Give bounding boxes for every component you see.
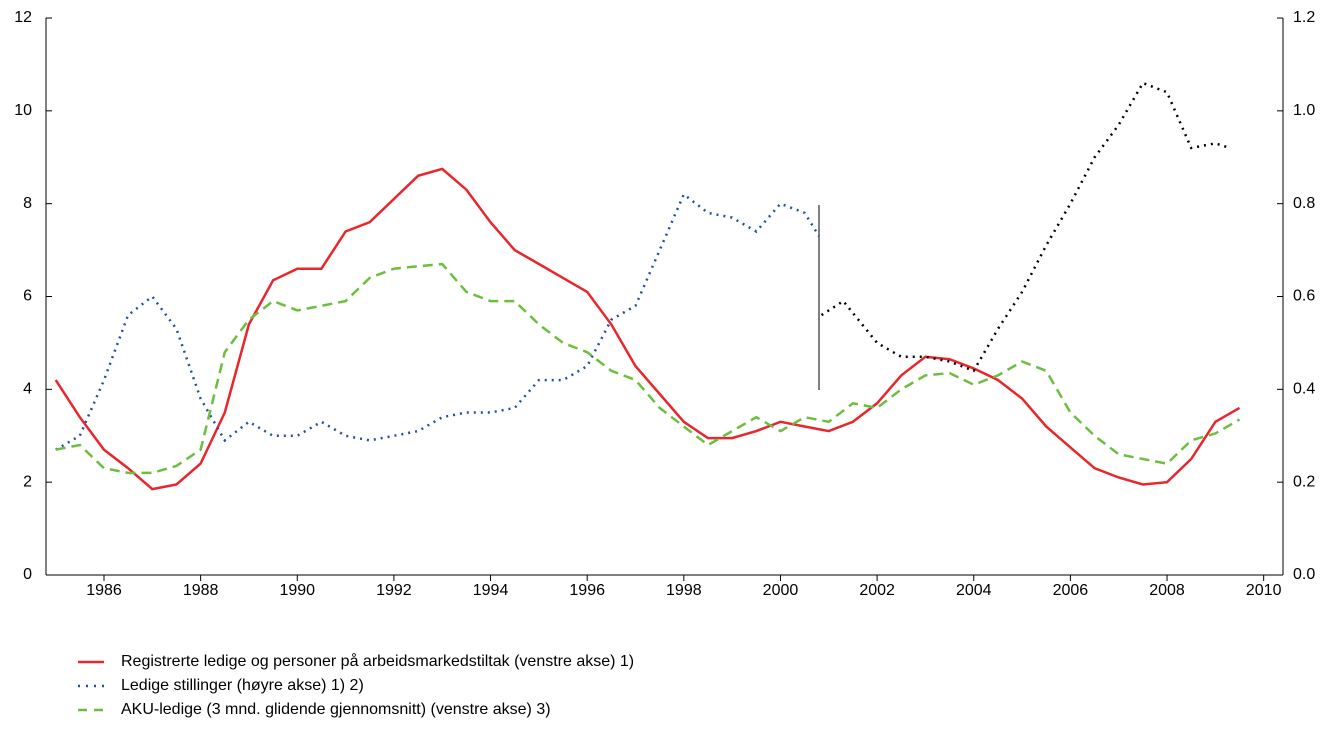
y2-tick-label: 1.0 bbox=[1293, 102, 1315, 119]
y-tick-label: 12 bbox=[14, 9, 32, 26]
y-tick-label: 0 bbox=[23, 566, 32, 583]
y2-tick-label: 0.8 bbox=[1293, 195, 1315, 212]
y2-tick-label: 0.0 bbox=[1293, 566, 1315, 583]
x-tick-label: 1996 bbox=[569, 582, 605, 599]
y-tick-label: 2 bbox=[23, 473, 32, 490]
legend-label: AKU-ledige (3 mnd. glidende gjennomsnitt… bbox=[121, 701, 551, 718]
x-tick-label: 2004 bbox=[956, 582, 992, 599]
y2-tick-label: 0.2 bbox=[1293, 473, 1315, 490]
x-tick-label: 1988 bbox=[183, 582, 219, 599]
x-tick-label: 2000 bbox=[763, 582, 799, 599]
y2-tick-label: 0.4 bbox=[1293, 381, 1315, 398]
x-tick-label: 1992 bbox=[376, 582, 412, 599]
y-tick-label: 8 bbox=[23, 195, 32, 212]
x-tick-label: 1990 bbox=[279, 582, 315, 599]
y-tick-label: 4 bbox=[23, 381, 32, 398]
series-line bbox=[54, 167, 1241, 491]
y2-tick-label: 1.2 bbox=[1293, 9, 1315, 26]
x-tick-label: 2002 bbox=[859, 582, 895, 599]
y2-tick-label: 0.6 bbox=[1293, 288, 1315, 305]
x-tick-label: 1986 bbox=[86, 582, 122, 599]
series-line bbox=[820, 81, 1231, 373]
legend-label: Ledige stillinger (høyre akse) 1) 2) bbox=[121, 677, 364, 694]
x-tick-label: 2006 bbox=[1053, 582, 1089, 599]
x-tick-label: 2010 bbox=[1246, 582, 1282, 599]
x-tick-label: 1998 bbox=[666, 582, 702, 599]
series-line bbox=[55, 192, 821, 451]
series-line bbox=[55, 262, 1241, 475]
x-tick-label: 2008 bbox=[1149, 582, 1185, 599]
legend-label: Registrerte ledige og personer på arbeid… bbox=[121, 652, 634, 670]
y-tick-label: 6 bbox=[23, 288, 32, 305]
y-tick-label: 10 bbox=[14, 102, 32, 119]
x-tick-label: 1994 bbox=[473, 582, 509, 599]
